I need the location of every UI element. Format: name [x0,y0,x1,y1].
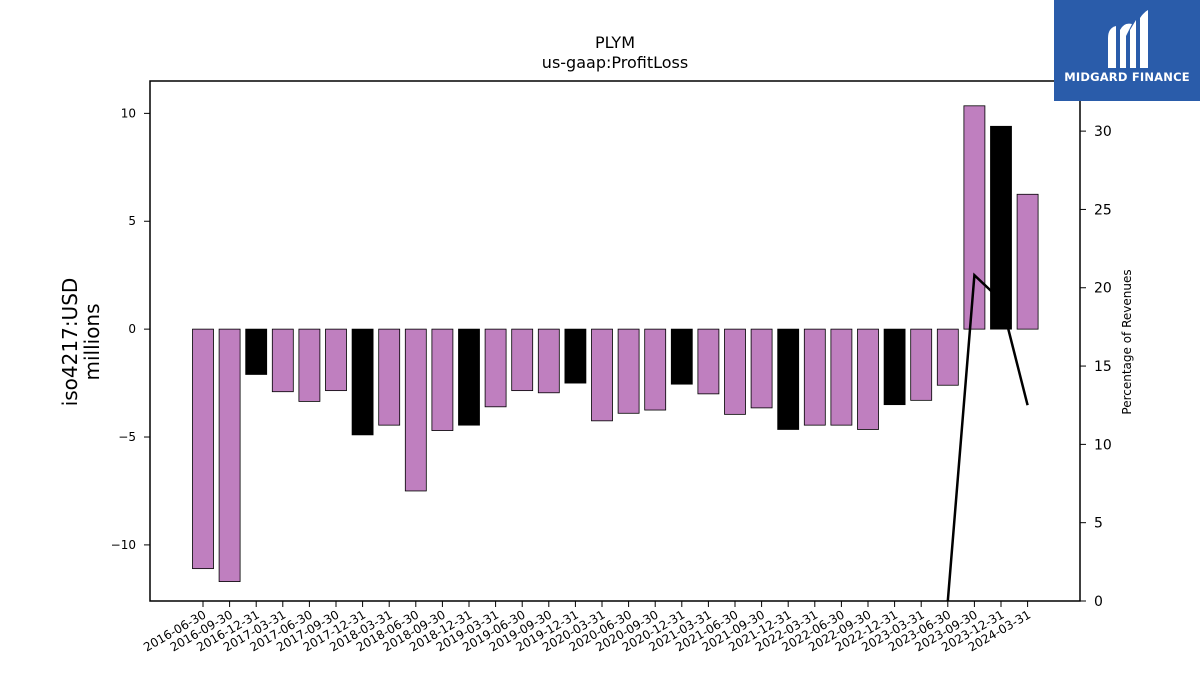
bar-2017-09-30 [325,328,347,392]
bar-2022-06-30 [830,328,853,426]
left-y-axis: −10 −5 0 5 10 [111,106,150,552]
bar-2021-09-30 [750,328,773,409]
bar-2020-06-30 [617,328,640,414]
bar-2023-03-31 [910,328,933,401]
y-axis-label: iso4217:USDmillions [58,278,104,407]
bar-2018-12-31 [458,328,480,426]
bar-2023-12-31 [990,125,1012,330]
bar-2018-06-30 [404,328,427,492]
bar-2021-12-31 [777,328,800,430]
bar-2019-03-31 [484,328,507,408]
y2-tick-label: 10 [1094,437,1112,453]
y2-tick-label: 0 [1094,594,1103,610]
y2-tick-label: 5 [1094,516,1103,532]
y2-tick-label: 20 [1094,281,1112,297]
bar-2021-06-30 [724,328,746,415]
x-axis: 2016-06-302016-09-302016-12-312017-03-31… [141,601,1033,654]
percentage-line-series [946,272,1029,602]
bar-2016-12-31 [245,328,268,375]
bar-series [192,105,1039,582]
brand-name: MIDGARD FINANCE [1064,70,1190,84]
right-y-axis: 0 5 10 15 20 25 30 [1080,124,1112,610]
bar-2020-09-30 [644,328,667,411]
bar-2017-06-30 [298,328,321,402]
plot-frame [149,80,1081,602]
bar-2021-03-31 [697,328,720,395]
bar-2024-03-31 [1016,193,1039,330]
bar-2016-09-30 [218,328,241,582]
y-tick-label: 10 [121,106,136,120]
bar-2022-12-31 [883,328,906,406]
bar-2018-09-30 [431,328,454,431]
y2-axis-label: Percentage of Revenues [1120,269,1134,414]
bar-2017-03-31 [271,328,294,393]
brand-logo: MIDGARD FINANCE [1054,0,1200,101]
bar-2019-06-30 [511,328,534,392]
y2-tick-label: 30 [1094,124,1112,140]
y-tick-label: 5 [128,214,136,228]
bar-2023-09-30 [963,105,986,330]
bar-2016-06-30 [192,328,214,570]
y2-tick-label: 25 [1094,202,1112,218]
percentage-line [946,272,1029,602]
bar-2020-03-31 [591,328,613,422]
mf-logo-icon [1108,10,1148,69]
y-tick-label: 0 [128,322,136,336]
bar-2019-12-31 [564,328,587,384]
bar-2020-12-31 [670,328,693,385]
bar-2019-09-30 [537,328,560,394]
bar-2022-03-31 [803,328,826,426]
chart-subtitle: us-gaap:ProfitLoss [542,53,688,72]
y-tick-label: −10 [111,538,136,552]
y2-tick-label: 15 [1094,359,1112,375]
bar-2018-03-31 [378,328,401,426]
chart-title: PLYM [595,33,635,52]
bar-2022-09-30 [857,328,879,430]
bar-2023-06-30 [936,328,959,386]
bar-2017-12-31 [351,328,374,436]
y-tick-label: −5 [118,430,136,444]
